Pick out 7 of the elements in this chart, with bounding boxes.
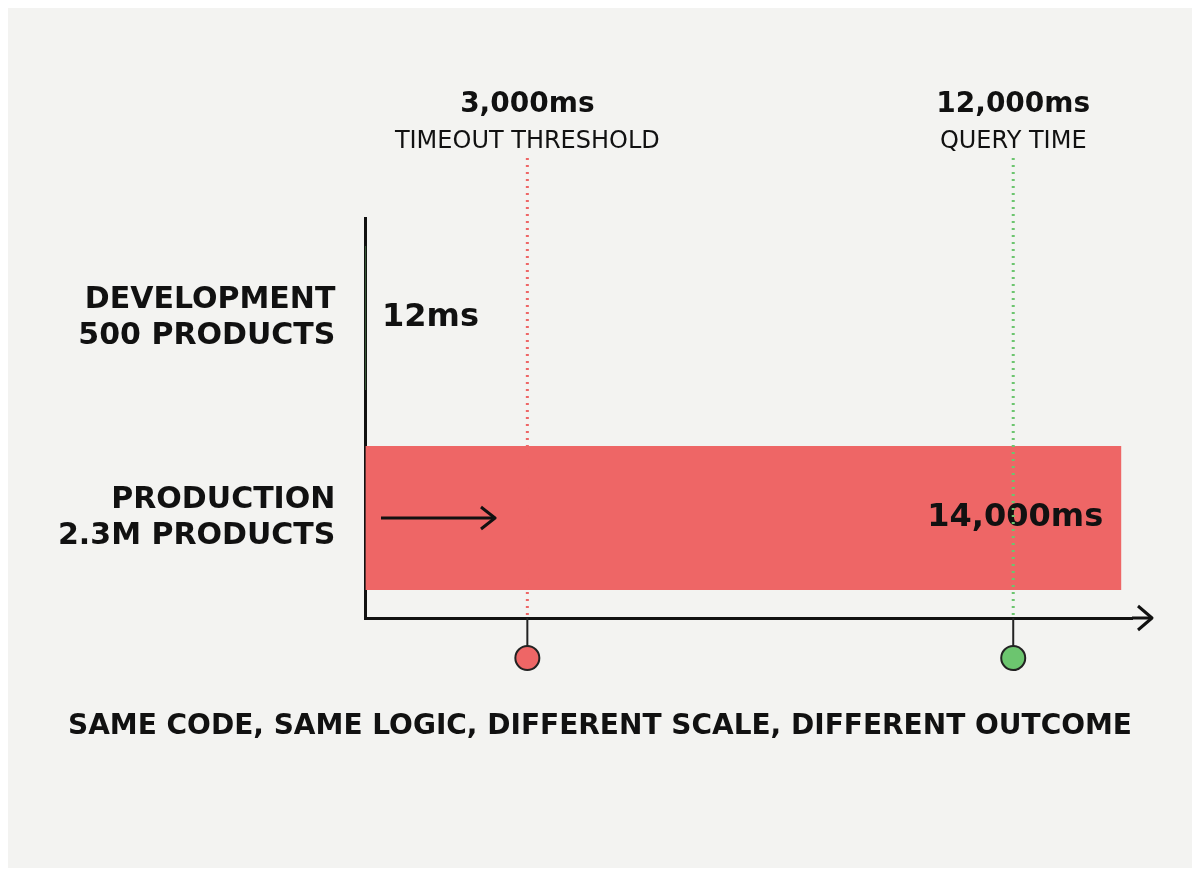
y-tick-label: DEVELOPMENT 500 PRODUCTS xyxy=(78,279,336,351)
y-tick-label: PRODUCTION 2.3M PRODUCTS xyxy=(57,479,336,551)
text: SAME CODE, SAME LOGIC, DIFFERENT SCALE, DIFFERENT OUTCOME xyxy=(67,708,1133,741)
ref-line-label: 12,000ms QUERY TIME xyxy=(936,86,1091,154)
data-label: 14,000ms xyxy=(927,496,1104,535)
data-label: 12ms xyxy=(382,296,479,335)
ref-line-label: 3,000ms TIMEOUT THRESHOLD xyxy=(393,86,660,154)
